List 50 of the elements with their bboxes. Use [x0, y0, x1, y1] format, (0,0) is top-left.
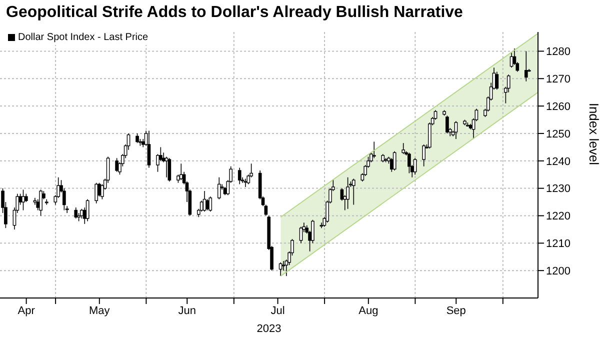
- candlestick: [346, 176, 350, 210]
- candlestick: [495, 71, 499, 90]
- y-tick-label: 1200: [546, 265, 570, 278]
- candlestick: [168, 158, 172, 182]
- candlestick: [454, 120, 458, 140]
- candlestick: [524, 50, 528, 82]
- candlestick: [86, 198, 90, 222]
- candlestick: [39, 189, 42, 216]
- x-axis-title: 2023: [256, 323, 282, 335]
- candlestick: [98, 182, 101, 197]
- x-tick-label: Sep: [446, 304, 466, 317]
- candlestick: [94, 182, 98, 204]
- x-tick-label: Jul: [270, 304, 285, 317]
- y-tick-label: 1210: [546, 238, 570, 250]
- y-tick-label: 1220: [546, 210, 570, 223]
- x-tick-label: Jun: [178, 304, 196, 317]
- candlestick: [299, 226, 303, 244]
- y-tick-label: 1240: [546, 156, 570, 168]
- candlestick: [413, 158, 417, 175]
- candlestick: [179, 163, 183, 180]
- candlestick: [408, 152, 411, 174]
- candlestick: [422, 144, 426, 167]
- y-tick-label: 1270: [546, 74, 570, 86]
- candlestick: [208, 196, 212, 212]
- candlestick: [74, 207, 78, 219]
- legend-label: Dollar Spot Index - Last Price: [18, 32, 148, 43]
- candlestick: [147, 130, 151, 168]
- y-tick-label: 1280: [546, 46, 570, 58]
- candlestick: [22, 189, 25, 211]
- y-tick-label: 1260: [546, 100, 570, 113]
- candlestick: [80, 208, 84, 219]
- candlestick: [278, 262, 282, 276]
- candlestick: [202, 190, 206, 212]
- chart-title: Geopolitical Strife Adds to Dollar's Already Bullish Narrative: [5, 3, 464, 23]
- y-tick-label: 1250: [546, 128, 570, 140]
- x-tick-label: Aug: [358, 304, 378, 317]
- candlestick: [159, 146, 162, 162]
- x-tick-label: Apr: [18, 304, 36, 317]
- candlestick: [372, 141, 376, 159]
- candlestick: [238, 167, 242, 185]
- candlestick: [136, 133, 139, 144]
- candlestick: [392, 150, 396, 171]
- candlestick: [402, 142, 406, 154]
- candlestick: [115, 158, 118, 172]
- candlestick: [217, 176, 221, 200]
- y-tick-label: 1230: [546, 183, 570, 196]
- x-tick-label: May: [89, 304, 110, 317]
- candlestick: [352, 178, 356, 206]
- y-axis-title: Index level: [586, 102, 600, 166]
- candlestick: [446, 115, 449, 134]
